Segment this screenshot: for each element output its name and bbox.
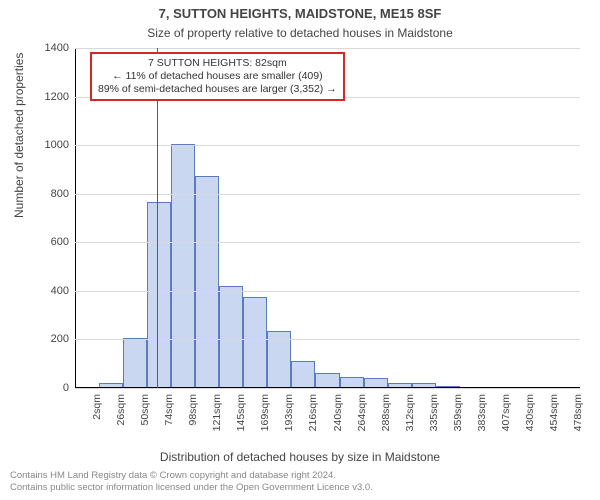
x-tick-label: 359sqm [448,388,464,431]
x-tick-label: 169sqm [255,388,271,431]
callout-box: 7 SUTTON HEIGHTS: 82sqm ← 11% of detache… [90,52,345,101]
histogram-bar [195,176,219,389]
histogram-bar [219,286,243,388]
x-tick-label: 26sqm [111,388,127,426]
callout-line3: 89% of semi-detached houses are larger (… [98,83,337,96]
callout-line2: ← 11% of detached houses are smaller (40… [98,70,337,83]
gridline [75,242,580,243]
y-tick-label: 400 [51,285,75,297]
y-tick-label: 800 [51,188,75,200]
gridline [75,339,580,340]
callout-line1: 7 SUTTON HEIGHTS: 82sqm [98,57,337,70]
histogram-bar [147,202,171,388]
x-tick-label: 430sqm [520,388,536,431]
footer-attribution: Contains HM Land Registry data © Crown c… [10,470,373,494]
x-tick-label: 145sqm [231,388,247,431]
x-tick-label: 383sqm [472,388,488,431]
x-tick-label: 50sqm [135,388,151,426]
x-tick-label: 98sqm [183,388,199,426]
gridline [75,48,580,49]
x-tick-label: 478sqm [568,388,584,431]
y-tick-label: 200 [51,333,75,345]
x-tick-label: 407sqm [496,388,512,431]
chart-title-line1: 7, SUTTON HEIGHTS, MAIDSTONE, ME15 8SF [0,6,600,21]
x-tick-label: 240sqm [328,388,344,431]
chart-container: 7, SUTTON HEIGHTS, MAIDSTONE, ME15 8SF S… [0,0,600,500]
gridline [75,194,580,195]
x-tick-label: 193sqm [279,388,295,431]
x-tick-label: 74sqm [159,388,175,426]
gridline [75,145,580,146]
y-axis-line [75,48,76,388]
x-tick-label: 216sqm [303,388,319,431]
chart-title-line2: Size of property relative to detached ho… [0,26,600,40]
histogram-bar [171,144,195,388]
histogram-bar [291,361,315,388]
y-tick-label: 1200 [45,91,75,103]
y-axis-title: Number of detached properties [12,53,26,218]
footer-line1: Contains HM Land Registry data © Crown c… [10,470,373,482]
x-tick-label: 335sqm [424,388,440,431]
x-tick-label: 121sqm [207,388,223,431]
y-tick-label: 1400 [45,42,75,54]
footer-line2: Contains public sector information licen… [10,482,373,494]
y-tick-label: 600 [51,236,75,248]
x-tick-label: 264sqm [352,388,368,431]
histogram-bar [315,373,339,388]
x-tick-label: 454sqm [544,388,560,431]
y-tick-label: 1000 [45,139,75,151]
x-axis-title: Distribution of detached houses by size … [0,450,600,464]
y-tick-label: 0 [63,382,75,394]
x-tick-label: 312sqm [400,388,416,431]
histogram-bar [123,338,147,388]
x-tick-label: 288sqm [376,388,392,431]
x-tick-label: 2sqm [87,388,103,420]
histogram-bar [243,297,267,388]
gridline [75,291,580,292]
